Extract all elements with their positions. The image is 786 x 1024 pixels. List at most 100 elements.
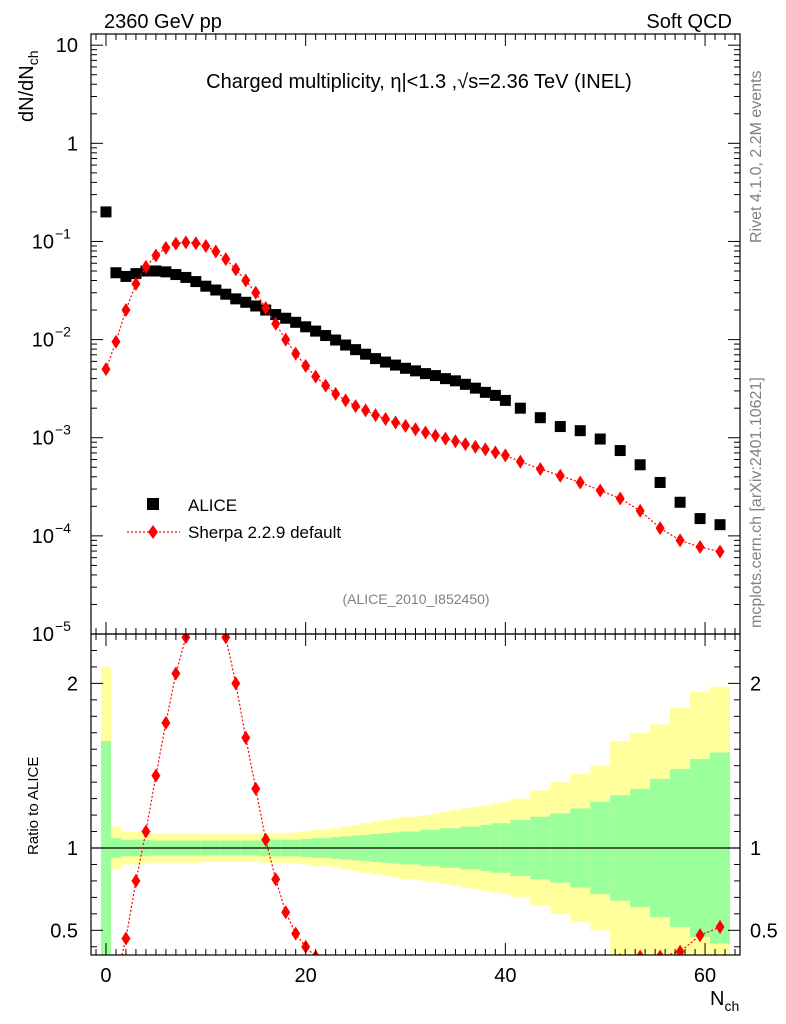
ratio-y-tick-label-right: 2	[750, 673, 761, 695]
ratio-point	[325, 954, 326, 955]
sherpa-point	[440, 431, 450, 446]
y-tick-label: 10	[32, 624, 54, 646]
ratio-point	[151, 768, 161, 783]
alice-point	[574, 425, 586, 437]
sherpa-point	[171, 236, 181, 251]
title-part-c: s=2.36 TeV (INEL)	[468, 71, 632, 93]
header-left: 2360 GeV pp	[104, 11, 222, 33]
alice-point	[360, 348, 372, 360]
ratio-point	[381, 963, 390, 977]
ratio-point	[471, 964, 480, 978]
y-tick-exponent: −2	[55, 324, 71, 340]
ratio-y-tick-label-right: 1	[750, 838, 761, 860]
ratio-point	[391, 963, 400, 977]
rivet-label: Rivet 4.1.0, 2.2M events	[748, 70, 765, 243]
sherpa-point	[555, 468, 565, 483]
ratio-point	[361, 961, 370, 975]
sherpa-point	[101, 362, 111, 377]
alice-point	[150, 265, 162, 277]
sherpa-point	[391, 415, 401, 430]
legend: ALICE Sherpa 2.2.9 default	[127, 496, 341, 542]
sherpa-point	[291, 346, 301, 361]
ratio-point	[421, 964, 430, 978]
ratio-point	[461, 964, 470, 978]
alice-point	[469, 382, 481, 394]
ratio-point	[516, 960, 525, 974]
sherpa-point	[420, 425, 430, 440]
ratio-point	[111, 973, 120, 987]
alice-point	[210, 284, 222, 296]
y-tick-label: 10	[56, 35, 78, 57]
sherpa-point	[151, 248, 161, 263]
alice-point	[130, 268, 142, 280]
alice-point	[594, 433, 606, 445]
ratio-point	[211, 599, 220, 613]
sherpa-point	[535, 462, 545, 477]
x-label-sub: ch	[724, 998, 739, 1014]
alice-point	[449, 375, 461, 387]
x-label-text: N	[710, 988, 724, 1010]
title-part-b: |<1.3 ,	[401, 71, 457, 93]
ratio-point	[251, 781, 261, 796]
ratio-point	[101, 1002, 110, 1016]
y-label-sub: ch	[25, 51, 41, 66]
y-tick-label: 10	[32, 231, 54, 253]
alice-point	[240, 296, 252, 308]
ratio-point	[451, 966, 460, 980]
sherpa-point	[341, 393, 351, 408]
sherpa-point	[311, 369, 321, 384]
sherpa-point	[281, 332, 291, 347]
sherpa-point	[470, 439, 480, 454]
x-tick-label: 60	[694, 965, 716, 987]
ratio-point	[675, 944, 685, 955]
main-title: Charged multiplicity, η|<1.3 ,√s=2.36 Te…	[206, 71, 632, 93]
alice-point	[714, 519, 726, 531]
alice-point	[694, 513, 706, 525]
title-sqrt: √	[457, 71, 468, 93]
sherpa-point	[231, 262, 241, 277]
sherpa-point	[411, 422, 420, 437]
ratio-point	[241, 730, 251, 745]
sherpa-point	[515, 454, 525, 469]
ratio-point	[191, 601, 200, 615]
ratio-point	[401, 963, 410, 977]
title-part-a: Charged multiplicity,	[206, 71, 390, 93]
alice-point	[110, 267, 122, 279]
alice-point	[120, 270, 132, 282]
legend-label-alice: ALICE	[188, 496, 237, 515]
alice-point	[410, 365, 421, 377]
sherpa-point	[251, 285, 261, 300]
y-tick-exponent: −4	[55, 520, 71, 536]
alice-point	[300, 321, 312, 333]
ratio-point	[171, 666, 181, 681]
alice-point	[280, 312, 292, 324]
alice-point	[330, 334, 342, 346]
ratio-point	[161, 715, 171, 730]
y-tick-label: 1	[67, 133, 78, 155]
alice-point	[654, 476, 666, 488]
ratio-point	[656, 949, 664, 955]
sherpa-point	[381, 412, 391, 427]
alice-point	[180, 271, 192, 283]
sherpa-point	[181, 235, 191, 250]
y-label-text: dN/dN	[16, 65, 38, 122]
alice-point	[489, 389, 501, 401]
sherpa-point	[450, 434, 460, 449]
ratio-point	[291, 926, 301, 941]
sherpa-point	[695, 540, 705, 555]
legend-marker-sherpa	[148, 525, 158, 539]
ratio-y-tick-label-left: 1	[67, 838, 78, 860]
y-tick-label: 10	[32, 428, 54, 450]
alice-point	[250, 300, 262, 312]
sherpa-point	[111, 334, 121, 349]
sherpa-point	[161, 240, 171, 255]
sherpa-point	[301, 358, 311, 373]
sherpa-point	[321, 378, 331, 393]
ratio-y-tick-label-left: 2	[67, 673, 78, 695]
sherpa-point	[371, 408, 381, 423]
sherpa-point	[635, 503, 645, 518]
alice-point	[614, 445, 626, 457]
alice-point	[350, 344, 362, 356]
